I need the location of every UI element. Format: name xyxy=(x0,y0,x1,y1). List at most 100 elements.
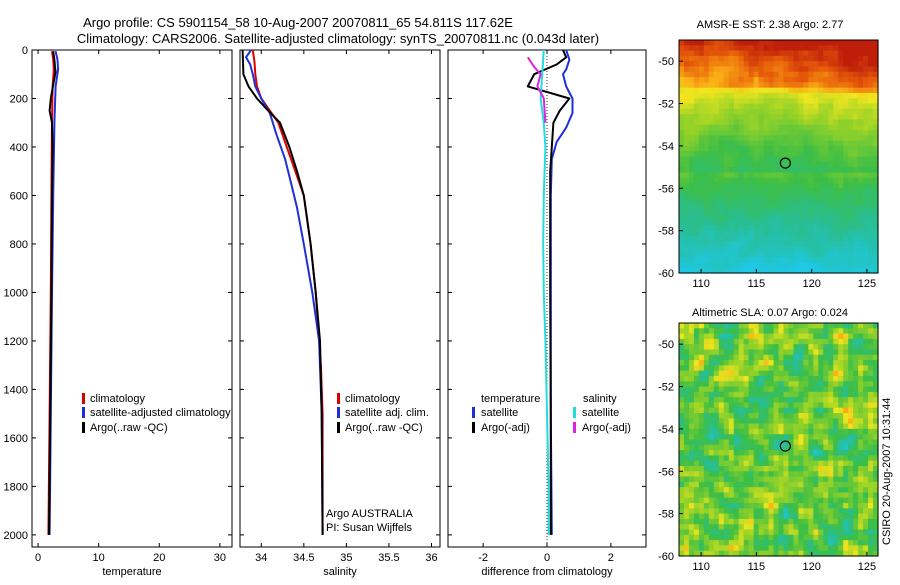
heat-cell xyxy=(823,204,829,211)
heat-cell xyxy=(763,220,770,226)
heat-cell xyxy=(868,450,874,456)
heat-cell xyxy=(803,360,809,366)
heat-cell xyxy=(813,124,819,131)
heat-cell xyxy=(783,413,790,419)
heat-cell xyxy=(718,439,725,446)
heat-cell xyxy=(793,333,799,340)
heat-cell xyxy=(783,177,790,184)
heat-cell xyxy=(808,418,814,425)
heat-cell xyxy=(698,198,705,205)
heat-cell xyxy=(743,262,750,269)
heat-cell xyxy=(793,225,799,232)
heat-cell xyxy=(703,119,710,126)
series-line-black xyxy=(48,51,57,535)
heat-cell xyxy=(703,151,710,158)
heat-cell xyxy=(679,182,685,189)
heat-cell xyxy=(733,267,740,274)
heat-cell xyxy=(873,182,879,189)
heat-cell xyxy=(858,360,864,366)
heat-cell xyxy=(818,98,824,105)
heat-cell xyxy=(683,182,690,189)
heat-cell xyxy=(733,209,740,216)
heat-cell xyxy=(868,262,874,269)
heat-cell xyxy=(683,172,690,179)
heat-cell xyxy=(803,513,809,520)
heat-cell xyxy=(748,82,755,89)
heat-cell xyxy=(688,71,695,78)
heat-cell xyxy=(803,476,809,483)
legend-swatch-red xyxy=(337,393,340,404)
heat-cell xyxy=(713,262,720,269)
heat-cell xyxy=(698,338,705,345)
heat-cell xyxy=(808,193,814,200)
heat-cell xyxy=(873,439,879,446)
heat-cell xyxy=(718,375,725,382)
heat-cell xyxy=(698,108,705,115)
heat-cell xyxy=(868,370,874,377)
heat-cell xyxy=(813,413,819,419)
heat-cell xyxy=(723,487,730,494)
heat-cell xyxy=(803,344,809,351)
heat-cell xyxy=(843,540,849,547)
heat-cell xyxy=(703,428,710,435)
heat-cell xyxy=(763,50,770,57)
heat-cell xyxy=(873,55,879,62)
heat-cell xyxy=(753,524,760,531)
heat-cell xyxy=(773,214,780,221)
heat-cell xyxy=(683,328,690,335)
heat-cell xyxy=(848,61,854,68)
heat-cell xyxy=(783,182,790,189)
heat-cell xyxy=(723,450,730,456)
heat-cell xyxy=(813,481,819,488)
heat-cell xyxy=(728,460,735,467)
heat-cell xyxy=(718,130,725,136)
heat-cell xyxy=(848,135,854,142)
heat-cell xyxy=(778,497,785,504)
heat-cell xyxy=(763,87,770,94)
heat-cell xyxy=(738,119,745,126)
heat-cell xyxy=(873,455,879,462)
heat-cell xyxy=(838,204,844,211)
heat-cell xyxy=(683,360,690,366)
heat-cell xyxy=(803,230,809,237)
heat-cell xyxy=(698,172,705,179)
heat-cell xyxy=(733,370,740,377)
heat-cell xyxy=(833,545,839,552)
heat-cell xyxy=(823,92,829,99)
heat-cell xyxy=(718,167,725,173)
heat-cell xyxy=(748,518,755,525)
heat-cell xyxy=(843,349,849,356)
heat-cell xyxy=(853,45,859,52)
heat-cell xyxy=(868,497,874,504)
heat-cell xyxy=(863,204,869,211)
heat-cell xyxy=(783,257,790,264)
heat-cell xyxy=(728,550,735,557)
heat-cell xyxy=(793,204,799,211)
heat-cell xyxy=(788,381,795,388)
heat-cell xyxy=(758,518,765,525)
heat-cell xyxy=(728,177,735,184)
heat-cell xyxy=(683,156,690,163)
heat-cell xyxy=(783,198,790,205)
heat-cell xyxy=(708,397,715,404)
heat-cell xyxy=(783,349,790,356)
heat-cell xyxy=(838,503,844,509)
heat-cell xyxy=(803,450,809,456)
heat-cell xyxy=(838,235,844,242)
heat-cell xyxy=(833,423,839,430)
heat-cell xyxy=(708,220,715,226)
heat-cell xyxy=(798,434,804,441)
heat-cell xyxy=(823,172,829,179)
heat-cell xyxy=(783,497,790,504)
heat-cell xyxy=(788,444,795,451)
heat-cell xyxy=(863,540,869,547)
heat-cell xyxy=(688,534,695,541)
heat-cell xyxy=(718,471,725,478)
heat-cell xyxy=(818,193,824,200)
heat-cell xyxy=(803,503,809,509)
heat-cell xyxy=(793,423,799,430)
heat-cell xyxy=(823,198,829,205)
heat-cell xyxy=(808,204,814,211)
heat-cell xyxy=(778,198,785,205)
heat-cell xyxy=(773,328,780,335)
